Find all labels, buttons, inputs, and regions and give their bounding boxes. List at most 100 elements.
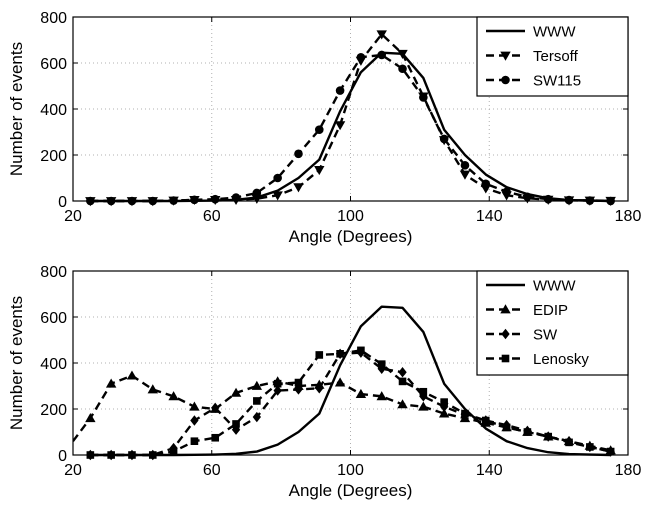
data-point-sw115 — [231, 193, 241, 202]
data-point-sw — [211, 402, 220, 414]
data-point-sw — [252, 411, 262, 423]
data-point-sw — [398, 367, 407, 378]
data-point-edip — [189, 401, 200, 411]
legend: WWW EDIP SW Lenosky — [476, 270, 629, 376]
y-tick-label: 400 — [40, 102, 67, 119]
x-tick-label: 100 — [337, 462, 364, 479]
legend-label-www: WWW — [533, 24, 576, 41]
data-point-lenosky — [440, 398, 448, 406]
x-tick-label: 60 — [203, 208, 221, 225]
x-tick-label: 60 — [203, 462, 221, 479]
data-point-lenosky — [419, 387, 428, 396]
data-point-sw115 — [377, 50, 387, 60]
data-point-edip — [126, 370, 138, 380]
data-point-sw — [315, 383, 324, 394]
data-point-lenosky — [544, 432, 553, 441]
data-point-edip — [438, 408, 450, 418]
data-point-sw115 — [294, 149, 303, 159]
legend-marker-lenosky — [501, 354, 510, 363]
data-point-tersoff — [314, 166, 325, 176]
y-tick-label: 200 — [40, 148, 67, 165]
x-tick-label: 20 — [64, 208, 82, 225]
series-lenosky — [86, 346, 615, 459]
legend: WWW Tersoff SW115 — [476, 16, 629, 97]
legend-label-edip: EDIP — [533, 302, 568, 319]
data-point-lenosky — [565, 438, 573, 447]
data-point-edip — [168, 391, 179, 401]
data-point-lenosky — [169, 447, 178, 456]
data-point-lenosky — [336, 350, 344, 358]
data-point-tersoff — [251, 194, 263, 204]
data-point-lenosky — [586, 443, 594, 451]
data-point-edip — [418, 401, 429, 411]
data-point-tersoff — [397, 49, 408, 59]
data-point-sw115 — [523, 192, 532, 202]
y-tick-label: 800 — [40, 10, 67, 27]
legend-marker-edip — [500, 304, 511, 314]
data-point-sw115 — [460, 161, 470, 170]
y-axis-label: Number of events — [7, 42, 26, 176]
legend-label-sw115: SW115 — [533, 73, 581, 90]
data-point-lenosky — [253, 397, 261, 405]
data-point-tersoff — [293, 183, 304, 193]
y-tick-label: 0 — [58, 194, 67, 211]
data-point-lenosky — [190, 437, 199, 445]
data-point-sw — [294, 384, 303, 395]
data-point-sw115 — [190, 195, 199, 205]
data-point-edip — [147, 384, 158, 394]
x-axis-label: Angle (Degrees) — [289, 481, 413, 500]
data-point-lenosky — [315, 351, 324, 359]
data-point-tersoff — [376, 30, 387, 40]
data-point-edip — [251, 380, 263, 390]
x-tick-label: 180 — [615, 462, 642, 479]
data-point-edip — [397, 399, 408, 409]
data-point-lenosky — [377, 360, 386, 368]
data-point-edip — [376, 391, 387, 401]
data-point-lenosky — [606, 447, 615, 456]
x-axis-label: Angle (Degrees) — [289, 227, 413, 246]
legend-marker-sw — [501, 328, 510, 340]
data-point-sw — [377, 363, 386, 374]
data-point-sw115 — [314, 125, 324, 134]
data-point-sw115 — [502, 187, 511, 197]
data-point-sw115 — [252, 188, 262, 198]
data-point-lenosky — [232, 420, 240, 428]
data-point-lenosky — [357, 346, 365, 355]
data-point-sw115 — [398, 64, 407, 74]
data-point-edip — [105, 378, 117, 388]
data-point-edip — [355, 388, 367, 398]
data-point-sw115 — [439, 134, 449, 144]
data-point-lenosky — [461, 409, 469, 418]
chart-panel-1: 20 60 100 140 180 0 200 400 600 800 Angle (Degrees… — [7, 10, 641, 246]
data-point-edip — [334, 377, 346, 387]
data-point-lenosky — [211, 433, 220, 442]
x-tick-label: 140 — [476, 462, 503, 479]
y-tick-label: 0 — [58, 448, 67, 465]
data-point-sw115 — [356, 52, 366, 62]
legend-label-www: WWW — [533, 278, 576, 295]
y-tick-label: 600 — [40, 310, 67, 327]
legend-label-tersoff: Tersoff — [533, 48, 579, 65]
legend-marker-tersoff — [500, 51, 511, 61]
data-point-sw115 — [335, 86, 345, 95]
chart-panel-2: 20 60 100 140 180 0 200 400 600 800 Angle (Degrees… — [7, 264, 641, 500]
x-tick-label: 100 — [337, 208, 364, 225]
y-tick-label: 800 — [40, 264, 67, 281]
legend-label-lenosky: Lenosky — [533, 351, 589, 368]
data-point-lenosky — [523, 428, 532, 436]
legend-label-sw: SW — [533, 327, 558, 344]
data-point-lenosky — [398, 377, 407, 386]
x-tick-label: 180 — [615, 208, 642, 225]
data-point-tersoff — [272, 191, 283, 201]
gridlines — [73, 17, 628, 201]
x-tick-label: 140 — [476, 208, 503, 225]
data-point-sw115 — [481, 179, 491, 189]
data-point-lenosky — [481, 416, 490, 425]
data-point-lenosky — [502, 423, 511, 432]
data-point-sw — [439, 401, 449, 412]
data-point-sw — [419, 391, 428, 402]
data-point-sw115 — [543, 194, 553, 204]
data-point-edip — [230, 387, 242, 397]
y-tick-label: 200 — [40, 402, 67, 419]
